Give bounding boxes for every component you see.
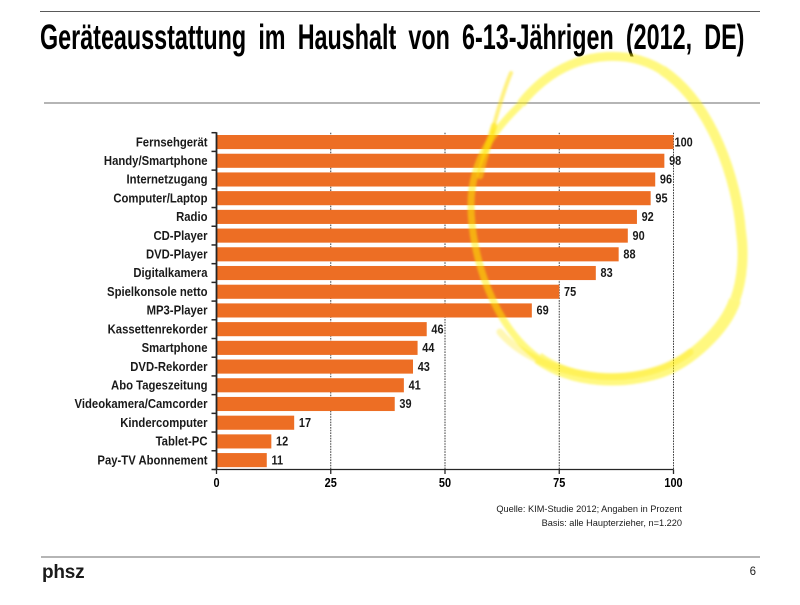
svg-text:Handy/Smartphone: Handy/Smartphone: [104, 153, 208, 168]
svg-text:11: 11: [272, 452, 284, 467]
svg-text:Tablet-PC: Tablet-PC: [156, 434, 208, 449]
svg-text:6: 6: [750, 566, 756, 578]
svg-text:17: 17: [299, 415, 311, 430]
svg-text:Internetzugang: Internetzugang: [127, 172, 208, 187]
svg-text:Radio: Radio: [176, 209, 207, 224]
svg-text:Computer/Laptop: Computer/Laptop: [113, 191, 207, 206]
svg-text:90: 90: [633, 228, 645, 243]
svg-text:100: 100: [664, 475, 683, 490]
svg-text:0: 0: [213, 475, 219, 490]
svg-text:50: 50: [439, 475, 451, 490]
svg-text:Kassettenrekorder: Kassettenrekorder: [108, 322, 208, 337]
svg-text:Pay-TV Abonnement: Pay-TV Abonnement: [97, 453, 207, 468]
svg-text:Basis: alle Haupterzieher, n=1: Basis: alle Haupterzieher, n=1.220: [542, 518, 682, 528]
svg-text:25: 25: [325, 475, 337, 490]
svg-text:Spielkonsole netto: Spielkonsole netto: [107, 284, 207, 299]
svg-text:Abo Tageszeitung: Abo Tageszeitung: [111, 378, 207, 393]
svg-text:92: 92: [642, 209, 654, 224]
svg-text:95: 95: [655, 190, 667, 205]
svg-text:CD-Player: CD-Player: [153, 228, 207, 243]
svg-text:Videokamera/Camcorder: Videokamera/Camcorder: [75, 396, 208, 411]
svg-text:46: 46: [431, 321, 443, 336]
svg-text:DVD-Player: DVD-Player: [146, 247, 208, 262]
svg-text:69: 69: [537, 303, 549, 318]
svg-text:Kindercomputer: Kindercomputer: [120, 415, 208, 430]
svg-text:43: 43: [418, 359, 430, 374]
svg-text:98: 98: [669, 153, 681, 168]
svg-text:Geräteausstattung im Haushalt: Geräteausstattung im Haushalt von 6-13-J…: [40, 18, 744, 57]
svg-text:12: 12: [276, 434, 288, 449]
svg-text:phsz: phsz: [42, 562, 84, 583]
svg-text:41: 41: [409, 378, 421, 393]
svg-text:Smartphone: Smartphone: [142, 340, 208, 355]
svg-text:MP3-Player: MP3-Player: [147, 303, 208, 318]
svg-text:88: 88: [623, 247, 635, 262]
svg-text:Digitalkamera: Digitalkamera: [133, 265, 207, 280]
svg-text:Quelle: KIM-Studie 2012; Angab: Quelle: KIM-Studie 2012; Angaben in Proz…: [496, 504, 682, 514]
svg-text:75: 75: [553, 475, 565, 490]
svg-text:100: 100: [675, 134, 694, 149]
svg-text:Fernsehgerät: Fernsehgerät: [136, 135, 208, 150]
svg-text:44: 44: [422, 340, 434, 355]
svg-text:75: 75: [564, 284, 576, 299]
svg-text:83: 83: [601, 265, 613, 280]
svg-text:96: 96: [660, 172, 672, 187]
svg-text:DVD-Rekorder: DVD-Rekorder: [130, 359, 207, 374]
svg-text:39: 39: [399, 396, 411, 411]
